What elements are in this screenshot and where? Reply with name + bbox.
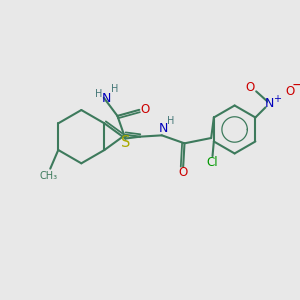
- Text: H: H: [167, 116, 174, 127]
- Text: O: O: [178, 166, 187, 179]
- Text: O: O: [285, 85, 295, 98]
- Text: S: S: [121, 134, 130, 149]
- Text: +: +: [273, 94, 281, 104]
- Text: H: H: [111, 84, 119, 94]
- Text: H: H: [95, 89, 103, 99]
- Text: Cl: Cl: [207, 156, 218, 169]
- Text: N: N: [102, 92, 111, 105]
- Text: N: N: [158, 122, 168, 135]
- Text: O: O: [246, 81, 255, 94]
- Text: CH₃: CH₃: [40, 171, 58, 181]
- Text: O: O: [140, 103, 149, 116]
- Text: N: N: [265, 97, 274, 110]
- Text: −: −: [292, 78, 300, 92]
